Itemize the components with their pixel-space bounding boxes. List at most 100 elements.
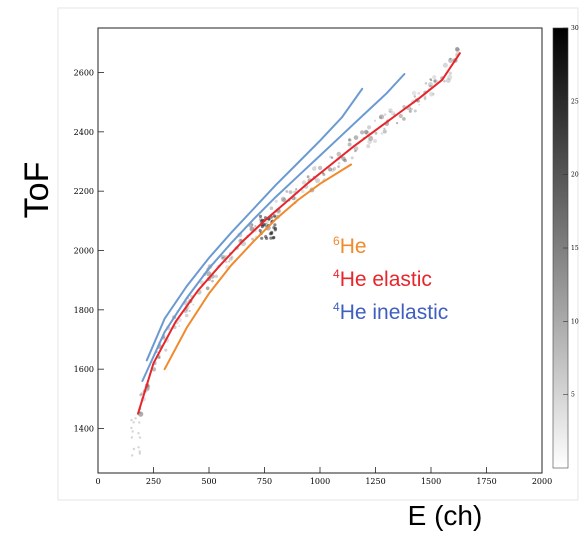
- x-tick-label: 1250: [365, 477, 385, 486]
- colorbar-tick-label: 5: [571, 392, 575, 399]
- legend-label-text: He inelastic: [340, 301, 449, 324]
- density-point: [228, 260, 231, 263]
- series-line-3: [145, 87, 364, 362]
- density-point: [230, 255, 234, 259]
- density-point: [430, 79, 433, 82]
- density-point: [131, 430, 134, 433]
- density-point: [367, 139, 372, 145]
- density-point: [138, 436, 142, 439]
- density-point: [327, 167, 333, 172]
- x-tick-label: 750: [257, 477, 272, 486]
- density-point: [429, 84, 432, 88]
- density-point: [382, 129, 387, 134]
- density-point: [448, 58, 454, 63]
- y-tick-label: 2000: [74, 247, 94, 256]
- density-point: [132, 421, 135, 424]
- density-point: [354, 149, 357, 153]
- plot-area: [97, 27, 543, 474]
- density-point: [383, 113, 387, 116]
- density-point: [184, 313, 189, 318]
- density-point: [447, 74, 453, 80]
- density-point: [295, 188, 298, 191]
- density-point: [336, 151, 342, 157]
- density-point: [282, 197, 287, 203]
- density-point: [353, 146, 359, 152]
- density-point: [443, 80, 446, 83]
- series-line-2: [141, 73, 406, 382]
- y-tick-label: 2600: [74, 69, 94, 78]
- density-point: [391, 111, 396, 116]
- density-point: [132, 447, 136, 451]
- density-point: [388, 108, 393, 113]
- density-point: [388, 110, 392, 114]
- density-point: [353, 135, 359, 140]
- density-point: [224, 260, 228, 264]
- density-point: [383, 127, 386, 130]
- density-point: [131, 454, 134, 457]
- colorbar-tick-label: 30: [571, 25, 579, 32]
- density-point: [413, 109, 417, 113]
- density-point: [429, 91, 434, 97]
- density-point: [402, 117, 406, 121]
- density-point: [178, 325, 181, 328]
- density-point: [360, 130, 365, 135]
- density-point: [373, 119, 377, 122]
- density-point: [220, 255, 226, 260]
- density-point: [138, 452, 141, 455]
- density-point: [138, 421, 141, 424]
- x-tick-label: 1000: [310, 477, 330, 486]
- x-tick-label: 2000: [532, 477, 552, 486]
- y-tick-label: 1800: [74, 306, 94, 315]
- x-axis-ticks: 0 250 500 750 1000 1250 1500 1750 2000: [95, 467, 552, 486]
- density-point: [343, 158, 347, 163]
- density-point: [134, 417, 137, 420]
- density-point: [341, 156, 346, 161]
- density-point: [306, 175, 310, 179]
- x-tick-label: 1500: [421, 477, 441, 486]
- density-point: [337, 165, 340, 168]
- density-point: [293, 196, 298, 201]
- density-point: [146, 387, 150, 391]
- density-point: [332, 166, 337, 171]
- density-point: [380, 132, 384, 135]
- density-point: [315, 178, 320, 184]
- density-point: [301, 189, 305, 194]
- density-point: [348, 138, 352, 142]
- density-point: [270, 231, 274, 236]
- density-point: [229, 257, 233, 261]
- density-point: [130, 436, 134, 439]
- y-tick-label: 2400: [74, 128, 94, 137]
- legend-entry-2: 4He inelastic: [333, 300, 448, 324]
- y-tick-label: 2200: [74, 187, 94, 196]
- x-axis-title: E (ch): [408, 500, 483, 531]
- density-point: [140, 392, 144, 396]
- density-point: [373, 139, 377, 143]
- density-point: [269, 206, 274, 210]
- density-point: [271, 236, 275, 240]
- density-point: [417, 91, 421, 95]
- density-point: [427, 82, 434, 88]
- density-point: [206, 271, 212, 277]
- density-point: [374, 131, 378, 135]
- density-point: [265, 236, 269, 240]
- density-point: [396, 122, 399, 125]
- density-point: [221, 256, 224, 259]
- density-point: [139, 393, 143, 397]
- x-tick-label: 500: [201, 477, 216, 486]
- y-axis-title: ToF: [18, 162, 56, 219]
- density-point: [280, 196, 286, 202]
- density-point: [301, 180, 307, 185]
- density-point: [429, 78, 432, 81]
- legend-label-text: He elastic: [340, 268, 432, 291]
- density-point: [408, 109, 412, 113]
- colorbar-tick-label: 20: [571, 172, 579, 179]
- density-point: [130, 426, 133, 430]
- density-point: [410, 107, 413, 111]
- density-point: [205, 286, 210, 291]
- density-point: [214, 274, 218, 278]
- colorbar-tick-label: 25: [571, 98, 579, 105]
- y-tick-label: 1400: [74, 425, 94, 434]
- density-point: [366, 144, 371, 149]
